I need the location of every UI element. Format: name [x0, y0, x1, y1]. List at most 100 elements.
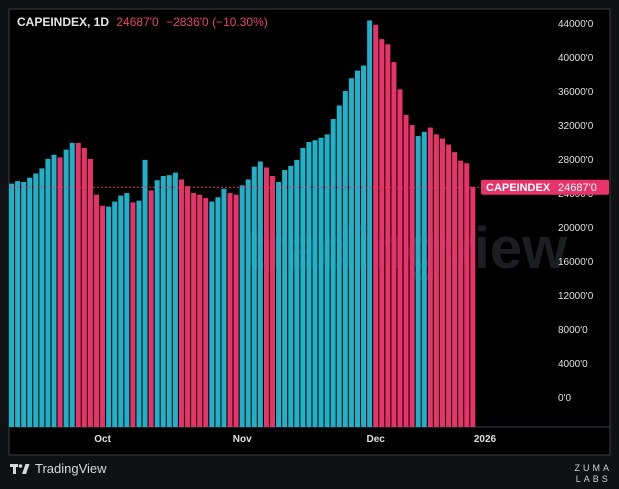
- price-axis-tick-label: 32000'0: [558, 121, 594, 132]
- time-axis-tick-label: Oct: [94, 434, 111, 445]
- bar: [81, 147, 87, 427]
- bar: [330, 119, 336, 428]
- bar: [203, 198, 209, 427]
- bar: [282, 170, 288, 428]
- bar: [106, 206, 112, 427]
- zuma-labs-credit: ZUMA LABS: [575, 463, 613, 485]
- bar: [415, 136, 421, 428]
- price-axis-tick-label: 44000'0: [558, 19, 594, 30]
- bar: [178, 179, 184, 427]
- price-axis-tick-label: 8000'0: [558, 325, 588, 336]
- bar: [215, 197, 221, 427]
- bar: [458, 160, 464, 427]
- bar: [197, 194, 203, 427]
- bar: [51, 154, 57, 427]
- bar: [136, 200, 142, 427]
- bar: [336, 105, 342, 427]
- tradingview-logo[interactable]: TradingView: [10, 461, 107, 476]
- bar: [148, 190, 154, 427]
- bar: [245, 179, 251, 427]
- bar: [142, 159, 148, 427]
- bar: [160, 176, 166, 427]
- bar: [464, 163, 470, 427]
- bar: [251, 166, 257, 427]
- price-axis-tick-label: 4000'0: [558, 359, 588, 370]
- bar: [27, 177, 33, 427]
- bar: [221, 188, 227, 427]
- bar: [288, 165, 294, 428]
- symbol-header[interactable]: CAPEINDEX, 1D 24687'0 −2836'0 (−10.30%): [17, 15, 268, 29]
- credit-line-2: LABS: [575, 474, 611, 484]
- bar: [354, 70, 360, 427]
- bar: [348, 78, 354, 427]
- last-price-label-bg: [481, 179, 609, 195]
- bar: [172, 172, 178, 427]
- bar: [185, 186, 191, 427]
- time-axis-tick-label: 2026: [474, 434, 497, 445]
- bar: [93, 194, 99, 427]
- bar: [112, 201, 118, 427]
- bar: [409, 125, 415, 427]
- last-price-label-name: CAPEINDEX: [486, 182, 551, 194]
- price-axis-tick-label: 12000'0: [558, 291, 594, 302]
- price-axis-tick-label: 0'0: [558, 393, 571, 404]
- bar: [209, 201, 215, 427]
- last-price-label: CAPEINDEX 24687'0: [481, 179, 609, 195]
- bar: [397, 89, 403, 428]
- bar: [239, 185, 245, 427]
- bar: [324, 134, 330, 427]
- bar: [166, 175, 172, 427]
- bar: [124, 193, 130, 427]
- bar: [342, 91, 348, 427]
- price-axis-tick-label: 28000'0: [558, 155, 594, 166]
- tradingview-logo-icon: [10, 463, 30, 474]
- bar: [154, 180, 160, 427]
- bar: [191, 193, 197, 427]
- bar: [294, 159, 300, 427]
- change-value: −2836'0 (−10.30%): [166, 15, 268, 29]
- bar: [87, 159, 93, 427]
- bar: [257, 161, 263, 428]
- bar: [75, 142, 81, 427]
- bar: [312, 140, 318, 428]
- price-axis-tick-label: 20000'0: [558, 223, 594, 234]
- bar: [100, 205, 106, 427]
- bar: [227, 193, 233, 427]
- bar: [300, 147, 306, 427]
- time-axis-tick-label: Nov: [233, 434, 252, 445]
- bar: [57, 157, 63, 428]
- bar: [439, 138, 445, 427]
- bar: [69, 142, 75, 427]
- bar: [130, 202, 136, 427]
- bar: [373, 24, 379, 427]
- bar: [361, 65, 367, 427]
- bar-series: [9, 20, 476, 428]
- bar: [433, 134, 439, 427]
- price-axis-tick-label: 36000'0: [558, 87, 594, 98]
- bar: [367, 20, 373, 427]
- time-axis-tick-label: Dec: [367, 434, 386, 445]
- last-price-label-value: 24687'0: [558, 182, 597, 194]
- bar: [446, 144, 452, 428]
- bar: [427, 127, 433, 428]
- bar: [63, 149, 69, 427]
- symbol-title[interactable]: CAPEINDEX, 1D: [17, 15, 110, 29]
- bar: [233, 194, 239, 427]
- price-axis-tick-label: 16000'0: [558, 257, 594, 268]
- credit-line-1: ZUMA: [574, 463, 612, 473]
- bar: [9, 183, 14, 427]
- bar: [306, 142, 312, 427]
- bar: [270, 176, 276, 427]
- bar: [379, 39, 385, 428]
- bar: [15, 181, 21, 427]
- time-axis[interactable]: Oct Nov Dec 2026: [94, 434, 496, 445]
- bar: [45, 159, 51, 427]
- bar: [21, 181, 27, 427]
- tradingview-brand: TradingView: [35, 461, 107, 476]
- bar: [452, 152, 458, 427]
- bar: [421, 131, 427, 428]
- bar: [33, 173, 39, 427]
- bar: [318, 137, 324, 427]
